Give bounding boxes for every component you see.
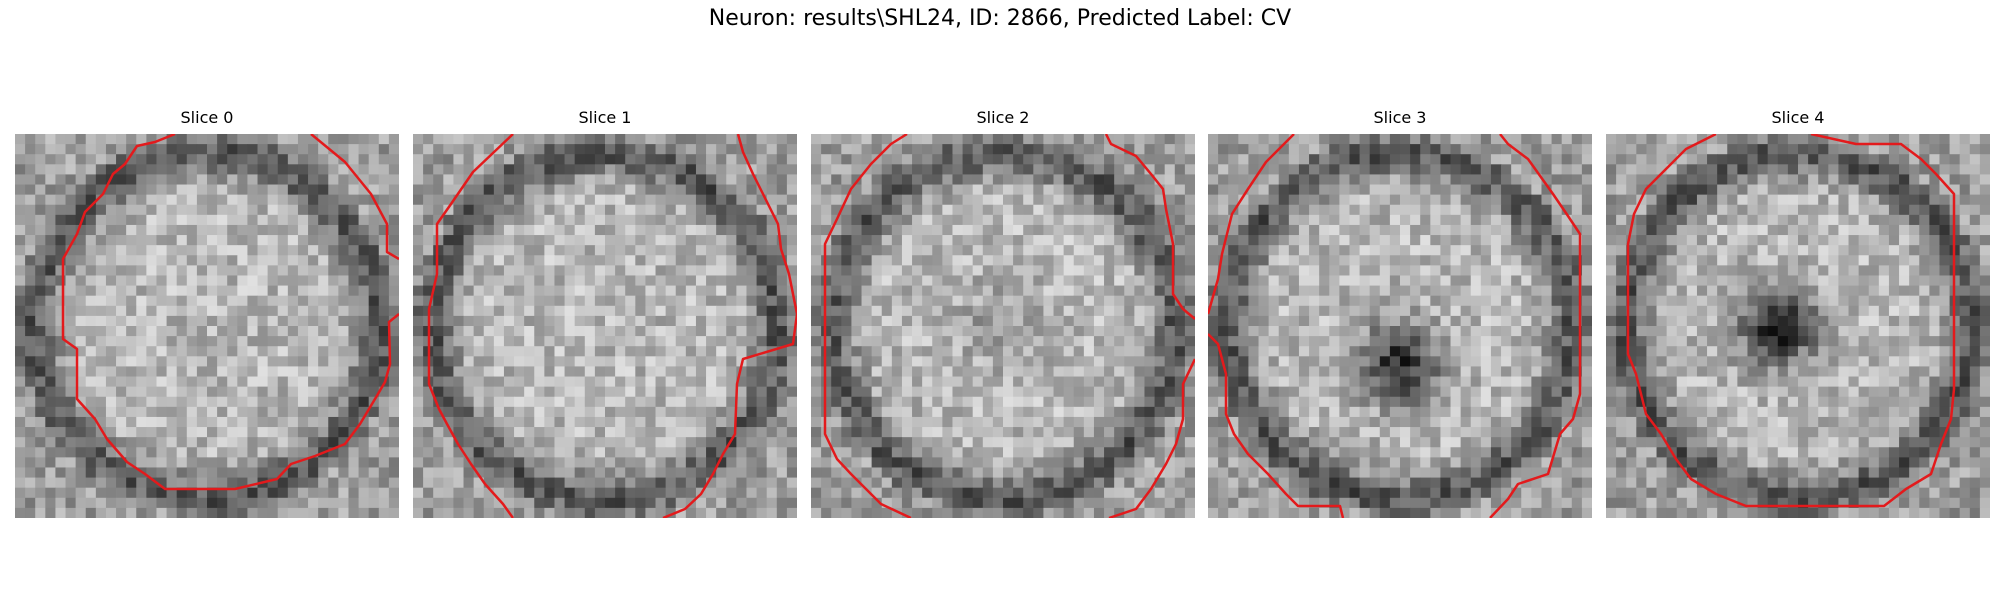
pixel-grid (1606, 134, 1990, 518)
slice-panel-2: Slice 2 (811, 108, 1195, 518)
pixel-grid (811, 134, 1195, 518)
pixel-grid (413, 134, 797, 518)
slice-panel-0: Slice 0 (15, 108, 399, 518)
cell-contour (1626, 134, 1956, 508)
figure-title: Neuron: results\SHL24, ID: 2866, Predict… (708, 6, 1292, 31)
cell-contour (823, 134, 1195, 518)
slice-panel-4: Slice 4 (1606, 108, 1990, 518)
slice-title: Slice 0 (180, 108, 234, 127)
cell-contour (427, 134, 797, 518)
slice-image (811, 134, 1195, 518)
slice-title: Slice 2 (976, 108, 1030, 127)
slice-image (1208, 134, 1592, 518)
slice-panel-3: Slice 3 (1208, 108, 1592, 518)
slice-title: Slice 1 (578, 108, 632, 127)
slice-title: Slice 4 (1771, 108, 1825, 127)
cell-contour (1208, 134, 1582, 518)
slice-image (413, 134, 797, 518)
slice-image (1606, 134, 1990, 518)
pixel-grid (1208, 134, 1592, 518)
cell-contour (61, 134, 399, 491)
pixel-grid (15, 134, 399, 518)
slice-image (15, 134, 399, 518)
slice-panel-1: Slice 1 (413, 108, 797, 518)
slice-title: Slice 3 (1373, 108, 1427, 127)
